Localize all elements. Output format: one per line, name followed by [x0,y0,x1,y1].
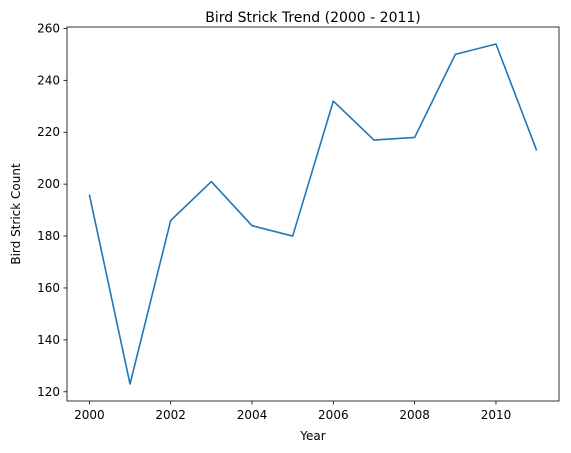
x-tick-label: 2010 [481,408,512,422]
y-tick-label: 260 [37,21,60,35]
y-tick-label: 120 [37,385,60,399]
x-tick-label: 2000 [74,408,105,422]
series-line [88,43,538,385]
x-tick-label: 2006 [318,408,349,422]
x-tick-label: 2008 [399,408,430,422]
chart-title: Bird Strick Trend (2000 - 2011) [205,10,421,26]
x-tick-label: 2004 [237,408,268,422]
x-tick-label: 2002 [155,408,186,422]
y-tick-label: 200 [37,177,60,191]
y-tick-label: 160 [37,281,60,295]
plot-area [88,43,538,385]
y-tick-label: 220 [37,125,60,139]
y-tick-label: 240 [37,73,60,87]
x-axis: 2000 2002 2004 2006 2008 2010 [74,401,511,422]
y-tick-label: 180 [37,229,60,243]
x-axis-label: Year [299,429,325,443]
y-tick-label: 140 [37,333,60,347]
plot-frame [66,26,560,402]
y-axis-label: Bird Strick Count [9,163,23,265]
y-axis: 120 140 160 180 200 220 240 260 [37,21,67,399]
